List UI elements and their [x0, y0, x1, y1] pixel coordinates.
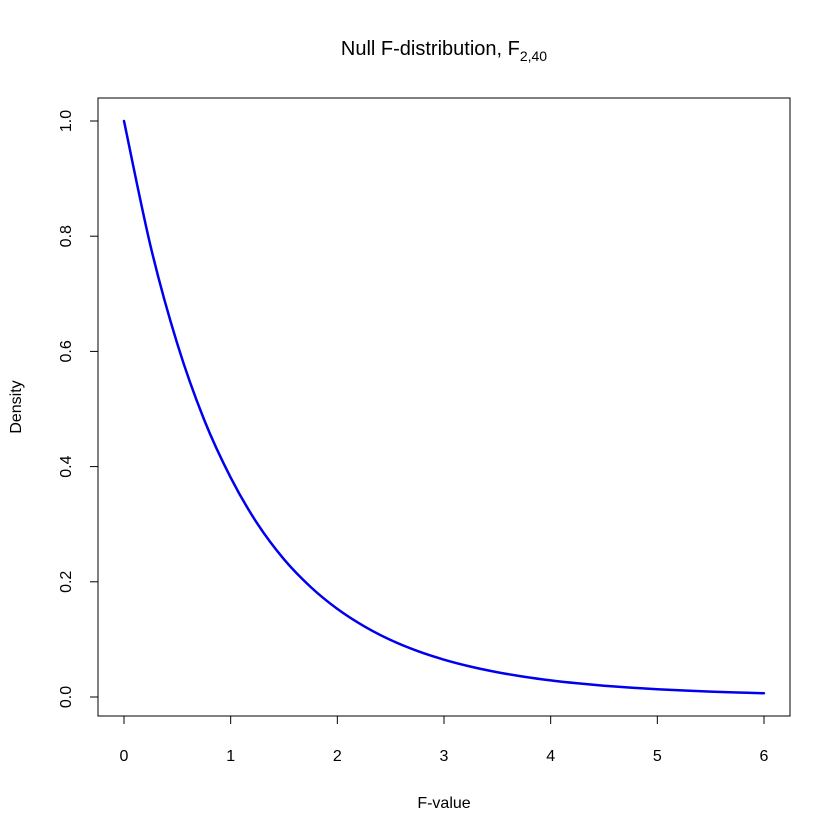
x-tick-label: 1 [226, 748, 235, 765]
x-axis: 0 1 2 3 4 5 6 [120, 715, 769, 765]
chart-title: Null F-distribution, F2,40 [341, 38, 547, 64]
x-tick-label: 3 [440, 748, 449, 765]
x-axis-label: F-value [417, 795, 470, 812]
y-tick-label: 0.8 [58, 225, 75, 247]
y-tick-label: 0.2 [58, 571, 75, 593]
series-layer [122, 119, 766, 695]
x-tick-label: 2 [333, 748, 342, 765]
y-tick-label: 0.6 [58, 340, 75, 362]
y-tick-label: 0.4 [58, 455, 75, 477]
chart-title-subscript: 2,40 [520, 48, 547, 64]
density-curve [122, 119, 766, 695]
plot-area-frame [97, 97, 791, 717]
y-axis-label: Density [8, 380, 25, 433]
chart-title-main: Null F-distribution, F [341, 38, 520, 60]
y-axis: 0.0 0.2 0.4 0.6 0.8 1.0 [58, 110, 99, 708]
y-tick-label: 1.0 [58, 110, 75, 132]
y-tick-label: 0.0 [58, 686, 75, 708]
x-tick-label: 6 [760, 748, 769, 765]
x-tick-label: 0 [120, 748, 129, 765]
x-tick-label: 5 [653, 748, 662, 765]
x-tick-label: 4 [546, 748, 555, 765]
